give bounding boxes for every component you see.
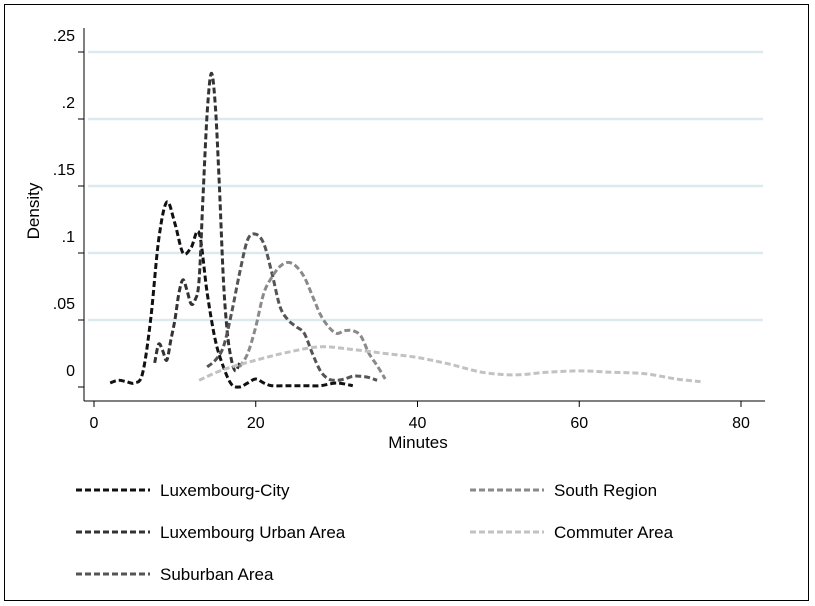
- y-axis-title: Density: [24, 182, 43, 239]
- plot-region: [88, 28, 763, 405]
- series-line-4: [198, 345, 701, 384]
- legend-label-2: Suburban Area: [160, 565, 274, 584]
- y-tick-label-2: .1: [62, 229, 75, 246]
- x-tick-label-4: 80: [732, 415, 750, 432]
- legend: Luxembourg-City Luxembourg Urban Area Subu…: [76, 481, 674, 584]
- chart-frame: [4, 4, 809, 601]
- series-line-3: [238, 260, 387, 380]
- x-tick-label-2: 40: [409, 415, 427, 432]
- y-axis-ticks: 0 .05 .1 .15 .2 .25: [53, 28, 84, 388]
- legend-label-4: Commuter Area: [554, 523, 674, 542]
- x-tick-label-1: 20: [247, 415, 265, 432]
- series-line-1: [153, 71, 241, 373]
- y-tick-label-3: .15: [53, 162, 75, 179]
- x-tick-label-3: 60: [570, 415, 588, 432]
- series-line-2: [206, 232, 378, 382]
- x-axis-ticks: 0 20 40 60 80: [90, 401, 750, 432]
- legend-label-0: Luxembourg-City: [160, 481, 290, 500]
- series-layer: [109, 71, 701, 389]
- y-tick-label-4: .2: [62, 95, 75, 112]
- y-tick-label-1: .05: [53, 296, 75, 313]
- legend-label-3: South Region: [554, 481, 657, 500]
- y-tick-label-0: 0: [66, 363, 75, 380]
- legend-label-1: Luxembourg Urban Area: [160, 523, 346, 542]
- x-axis-title: Minutes: [388, 433, 448, 452]
- series-line-0: [109, 200, 354, 389]
- y-tick-label-5: .25: [53, 28, 75, 45]
- x-tick-label-0: 0: [90, 415, 99, 432]
